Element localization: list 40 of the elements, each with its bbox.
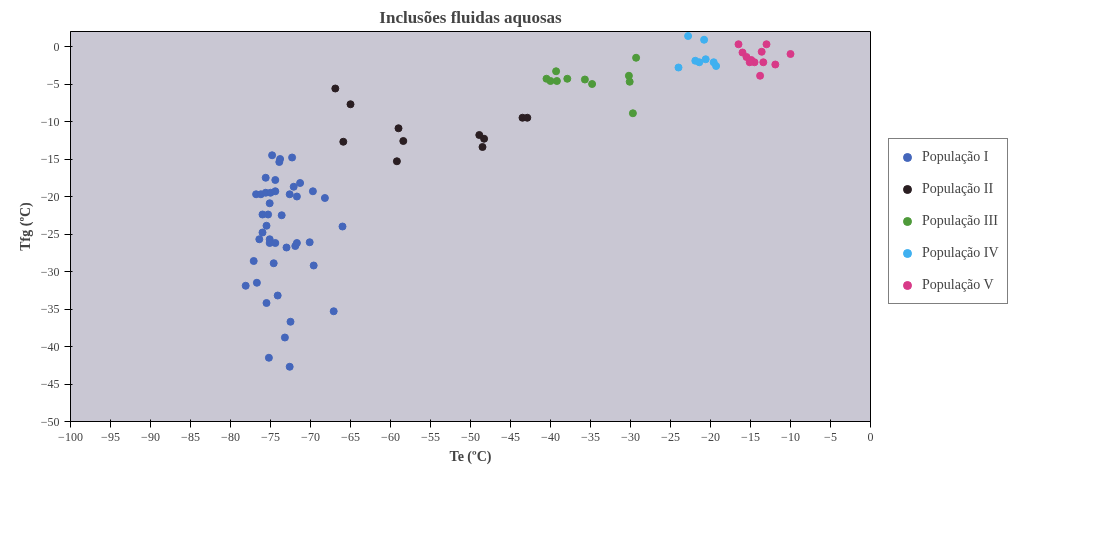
- y-tick-label: −15: [40, 152, 60, 166]
- legend-label: População V: [922, 276, 994, 293]
- x-tick-label: −50: [461, 429, 480, 444]
- y-tick-label: −30: [40, 264, 60, 279]
- x-tick-label: −70: [301, 429, 320, 444]
- y-tick-label: 0: [53, 39, 60, 54]
- x-tick-label: −65: [341, 429, 360, 444]
- x-tick-label: −60: [381, 429, 400, 444]
- x-tick-label: −85: [181, 429, 200, 444]
- x-tick-label: −95: [101, 429, 120, 444]
- x-tick-label: −45: [501, 429, 520, 444]
- legend-label: População III: [922, 212, 998, 229]
- x-tick-label: −55: [421, 429, 440, 444]
- y-tick-label: −10: [40, 114, 60, 129]
- x-axis-title: Te (ºC): [449, 448, 492, 465]
- x-tick-label: 0: [867, 429, 874, 444]
- x-tick-label: −40: [541, 429, 560, 444]
- y-tick-label: −40: [40, 339, 60, 354]
- x-tick-label: −30: [621, 429, 640, 444]
- x-tick-label: −15: [741, 429, 760, 444]
- x-tick-label: −25: [661, 429, 680, 444]
- y-tick-label: −35: [40, 302, 60, 316]
- y-tick-label: −50: [40, 414, 60, 429]
- y-tick-label: −25: [40, 227, 60, 241]
- x-tick-label: −100: [58, 429, 83, 444]
- y-axis-title: Tfg (ºC): [17, 201, 34, 251]
- y-tick-label: −45: [40, 377, 60, 391]
- chart-title: Inclusões fluidas aquosas: [379, 7, 563, 27]
- y-tick-label: −5: [46, 77, 60, 91]
- legend-label: População I: [922, 148, 989, 165]
- x-tick-label: −5: [824, 429, 837, 444]
- x-tick-label: −35: [581, 429, 600, 444]
- x-tick-label: −10: [781, 429, 800, 444]
- x-tick-label: −90: [141, 429, 160, 444]
- y-tick-label: −20: [40, 189, 60, 204]
- legend-label: População IV: [922, 244, 999, 261]
- x-tick-label: −75: [261, 429, 280, 444]
- x-tick-label: −80: [221, 429, 240, 444]
- legend-label: População II: [922, 180, 994, 197]
- x-tick-label: −20: [701, 429, 720, 444]
